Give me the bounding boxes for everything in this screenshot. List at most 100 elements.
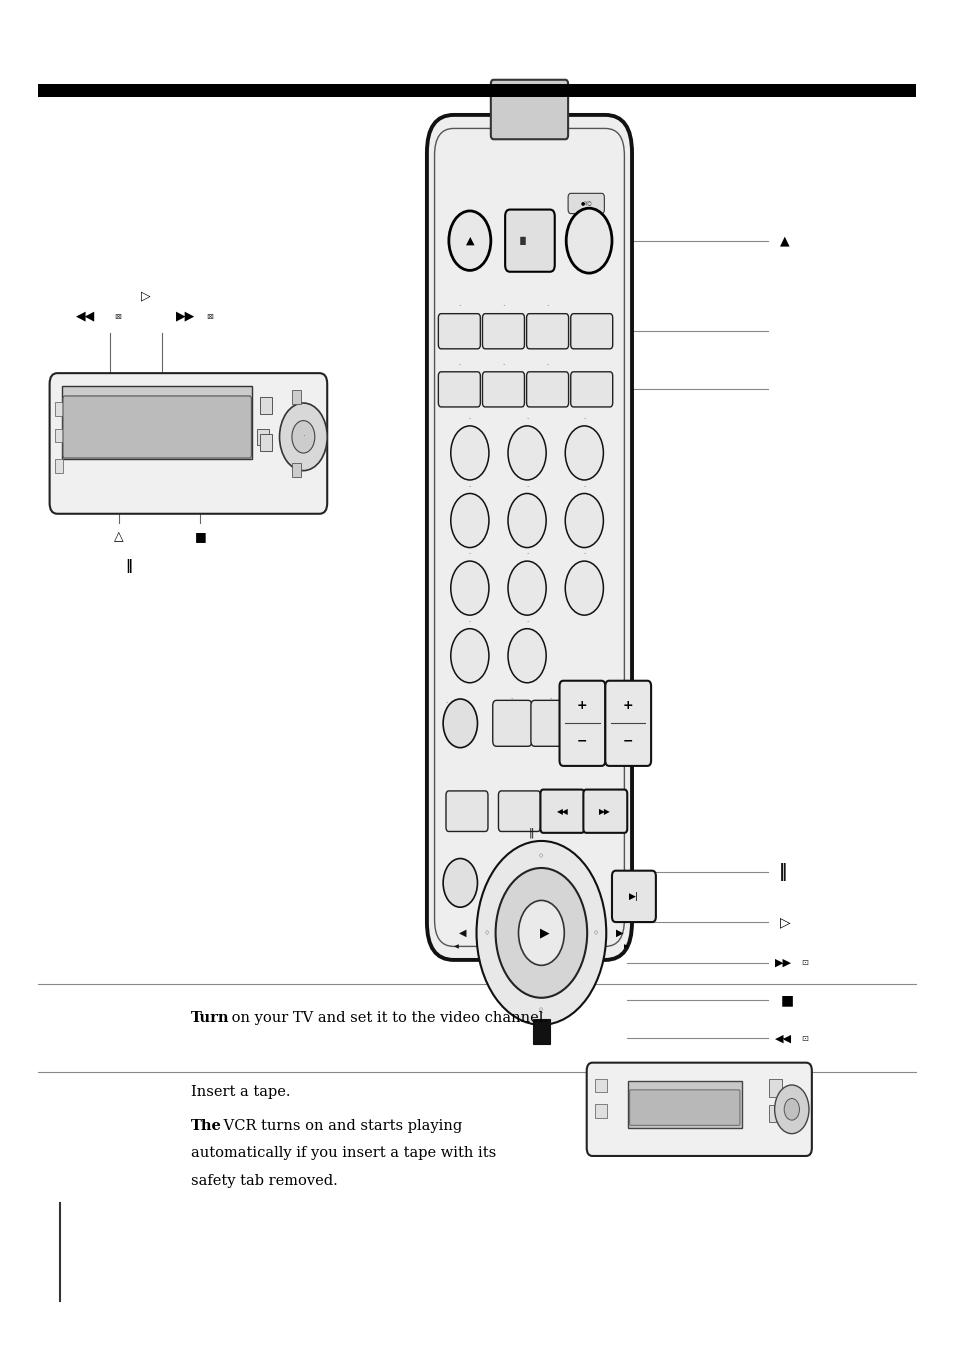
Text: ◀◀: ◀◀ xyxy=(556,807,568,815)
Text: ⊠: ⊠ xyxy=(206,312,213,320)
Circle shape xyxy=(476,841,606,1025)
Text: ●I/○: ●I/○ xyxy=(579,200,592,206)
Circle shape xyxy=(518,900,564,965)
Text: Turn: Turn xyxy=(191,1011,229,1025)
FancyBboxPatch shape xyxy=(531,700,570,746)
Text: +: + xyxy=(577,699,587,713)
Bar xyxy=(292,391,301,404)
Text: ‖: ‖ xyxy=(778,863,786,882)
Text: ▶: ▶ xyxy=(623,944,628,949)
Text: ◀: ◀ xyxy=(454,944,458,949)
Bar xyxy=(595,1105,606,1118)
Bar xyxy=(259,396,272,414)
Text: ·: · xyxy=(582,416,585,422)
Bar xyxy=(256,429,269,445)
Circle shape xyxy=(774,1084,808,1133)
Circle shape xyxy=(448,211,491,270)
Bar xyxy=(259,434,272,452)
Text: ◀: ◀ xyxy=(459,927,466,938)
FancyBboxPatch shape xyxy=(570,314,612,349)
Text: −: − xyxy=(577,734,587,748)
FancyBboxPatch shape xyxy=(438,372,480,407)
FancyBboxPatch shape xyxy=(568,193,604,214)
Text: ◇: ◇ xyxy=(593,930,598,936)
Circle shape xyxy=(508,426,546,480)
Text: +: + xyxy=(622,699,633,713)
Text: ◇: ◇ xyxy=(538,1007,543,1013)
Bar xyxy=(62,387,252,460)
Bar xyxy=(55,429,63,442)
Text: ▶▶: ▶▶ xyxy=(774,957,791,968)
Circle shape xyxy=(564,561,602,615)
Text: ·: · xyxy=(468,619,471,625)
Bar xyxy=(769,1079,781,1096)
FancyBboxPatch shape xyxy=(446,791,488,831)
Text: ·: · xyxy=(302,433,304,441)
Circle shape xyxy=(496,868,587,998)
Circle shape xyxy=(508,629,546,683)
FancyBboxPatch shape xyxy=(491,80,568,139)
Bar xyxy=(769,1105,781,1122)
Text: ⊡: ⊡ xyxy=(801,959,807,967)
FancyBboxPatch shape xyxy=(586,1063,811,1156)
Text: ■: ■ xyxy=(194,530,206,544)
Text: ·: · xyxy=(525,552,528,557)
FancyBboxPatch shape xyxy=(50,373,327,514)
Text: ▷: ▷ xyxy=(141,289,151,303)
Circle shape xyxy=(450,629,488,683)
FancyBboxPatch shape xyxy=(612,871,656,922)
FancyBboxPatch shape xyxy=(540,790,583,833)
FancyBboxPatch shape xyxy=(482,372,524,407)
Bar xyxy=(627,1082,741,1128)
Text: ·: · xyxy=(468,484,471,489)
Text: ·: · xyxy=(510,696,513,702)
Text: ·: · xyxy=(525,416,528,422)
Circle shape xyxy=(292,420,314,453)
FancyBboxPatch shape xyxy=(570,372,612,407)
Text: ·: · xyxy=(501,303,504,311)
Text: ⊠: ⊠ xyxy=(113,312,121,320)
Text: ‖: ‖ xyxy=(125,560,132,573)
Bar xyxy=(55,460,63,473)
Text: ‖: ‖ xyxy=(529,827,534,838)
Text: ▶▶: ▶▶ xyxy=(598,807,611,815)
Text: ▶▶: ▶▶ xyxy=(176,310,195,323)
Text: ▷: ▷ xyxy=(780,915,790,929)
Text: ▲: ▲ xyxy=(465,235,474,246)
FancyBboxPatch shape xyxy=(526,372,568,407)
Text: ■: ■ xyxy=(780,994,793,1007)
Circle shape xyxy=(564,493,602,548)
Text: ·: · xyxy=(502,362,504,368)
Circle shape xyxy=(450,493,488,548)
Text: ▐▌: ▐▌ xyxy=(517,237,529,245)
Text: ·: · xyxy=(457,362,460,368)
Circle shape xyxy=(450,561,488,615)
FancyBboxPatch shape xyxy=(482,314,524,349)
Text: ·: · xyxy=(468,552,471,557)
FancyBboxPatch shape xyxy=(605,681,651,767)
Text: ·: · xyxy=(525,619,528,625)
FancyBboxPatch shape xyxy=(583,790,627,833)
Text: ◇: ◇ xyxy=(538,853,543,859)
Text: on your TV and set it to the video channel.: on your TV and set it to the video chann… xyxy=(227,1011,547,1025)
Bar xyxy=(55,403,63,416)
Text: ▶|: ▶| xyxy=(628,892,639,900)
Text: −: − xyxy=(622,734,633,748)
Text: ▶: ▶ xyxy=(616,927,622,938)
Text: ◇: ◇ xyxy=(484,930,489,936)
FancyBboxPatch shape xyxy=(526,314,568,349)
Text: ·: · xyxy=(582,484,585,489)
FancyBboxPatch shape xyxy=(558,681,605,767)
Text: △: △ xyxy=(114,530,124,544)
Circle shape xyxy=(450,426,488,480)
Bar xyxy=(595,1079,606,1092)
Text: ◀◀: ◀◀ xyxy=(774,1033,791,1044)
Text: ·: · xyxy=(457,303,460,311)
Text: ▶: ▶ xyxy=(539,926,550,940)
Text: safety tab removed.: safety tab removed. xyxy=(191,1174,337,1187)
Circle shape xyxy=(566,208,612,273)
Text: ·: · xyxy=(539,1010,542,1018)
Text: Insert a tape.: Insert a tape. xyxy=(191,1086,290,1099)
Bar xyxy=(38,84,915,97)
Text: ·: · xyxy=(525,484,528,489)
